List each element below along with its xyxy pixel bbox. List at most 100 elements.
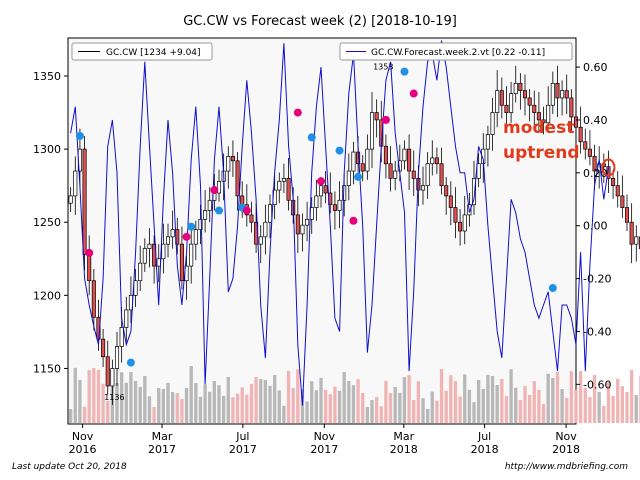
candle-body <box>550 82 555 106</box>
signal-dot-pink <box>182 232 191 241</box>
volume-bar <box>541 403 546 423</box>
last-update-label: Last update Oct 20, 2018 <box>12 462 127 472</box>
signal-dot-pink <box>409 89 418 98</box>
forecast-series-line <box>70 40 609 406</box>
volume-bar <box>268 385 272 423</box>
annotation-modest: modest <box>503 118 575 138</box>
candle-body <box>629 221 634 245</box>
plot-area <box>67 37 577 425</box>
candle-body <box>564 90 569 99</box>
volume-bar <box>310 381 314 423</box>
candle-body <box>114 346 120 369</box>
volume-bar <box>272 375 277 423</box>
volume-bar <box>263 380 268 423</box>
candle-body <box>277 180 282 191</box>
volume-bar <box>560 389 564 423</box>
candle-body <box>286 178 291 201</box>
volume-bar <box>412 400 416 423</box>
volume-bar <box>259 379 263 423</box>
volume-bar <box>300 389 305 423</box>
candle-body <box>490 112 495 135</box>
volume-bar <box>435 400 439 423</box>
candle-body <box>407 148 412 172</box>
legend-left-box <box>71 42 213 61</box>
candle-body <box>300 224 305 235</box>
volume-bar <box>226 377 230 423</box>
volume-bar <box>291 388 295 423</box>
candle-body <box>583 141 588 150</box>
volume-bar <box>235 393 240 423</box>
volume-bar <box>170 392 175 423</box>
candle-body <box>360 163 365 172</box>
volume-bar <box>124 382 128 423</box>
volume-bar <box>398 392 402 423</box>
volume-bar <box>166 383 170 423</box>
legend-left-label: GC.CW [1234 +9.04] <box>106 48 201 58</box>
candle-body <box>263 221 268 238</box>
volume-bar <box>467 389 472 423</box>
legend: GC.CW [1234 +9.04] GC.CW.Forecast.week.2.… <box>71 42 573 61</box>
signal-dot-blue <box>400 67 409 76</box>
candle-body <box>439 163 444 187</box>
volume-bar <box>425 409 430 423</box>
candle-body <box>318 185 324 197</box>
candle-body <box>615 185 620 197</box>
candle-body <box>430 157 435 165</box>
candle-body <box>147 243 152 249</box>
candle-body <box>374 112 379 121</box>
price-annotation: 1353 <box>373 63 393 72</box>
volume-bar <box>565 398 569 423</box>
volume-bars <box>68 366 640 423</box>
candle-body <box>82 148 87 255</box>
candle-body <box>124 309 129 328</box>
volume-bar <box>333 386 337 423</box>
volume-bar <box>495 385 499 423</box>
candle-body <box>365 148 370 172</box>
volume-bar <box>504 396 509 423</box>
candle-body <box>634 236 639 245</box>
right-tick-label: -0.40 <box>583 325 611 338</box>
candle-body <box>249 214 254 223</box>
signal-dots <box>75 67 557 367</box>
forecast-highlight-ellipse <box>601 158 616 177</box>
volume-bar <box>328 394 332 423</box>
volume-bar <box>82 406 87 423</box>
candle-body <box>434 157 439 165</box>
signal-dot-blue <box>75 131 84 140</box>
volume-bar <box>370 400 374 423</box>
volume-bar <box>537 390 541 423</box>
volume-bar <box>407 375 411 423</box>
volume-bar <box>616 378 620 423</box>
candle-body <box>573 116 579 128</box>
volume-bar <box>147 396 152 423</box>
volume-bar <box>175 393 179 423</box>
candle-body <box>453 207 458 223</box>
volume-bar <box>217 385 221 423</box>
volume-bar <box>592 375 597 423</box>
volume-bar <box>73 367 77 423</box>
volume-bar <box>161 389 166 423</box>
candle-body <box>203 210 208 220</box>
annotations: 1136 1353 <box>104 63 616 402</box>
candle-body <box>485 134 490 150</box>
volume-bar <box>472 402 476 423</box>
candle-body <box>235 160 240 197</box>
volume-bar <box>463 374 467 423</box>
volume-bar <box>532 381 536 423</box>
volume-bar <box>578 371 583 423</box>
candle-body <box>448 195 453 208</box>
volume-bar <box>514 387 518 423</box>
candle-body <box>513 82 518 94</box>
signal-dot-blue <box>307 133 316 142</box>
volume-bar <box>212 381 217 423</box>
candle-body <box>323 185 328 194</box>
volume-bar <box>342 372 346 423</box>
volume-bar <box>203 384 207 423</box>
volume-bar <box>449 375 453 423</box>
candle-body <box>532 104 537 113</box>
candle-body <box>569 97 574 118</box>
volume-bar <box>527 395 532 423</box>
candle-body <box>193 229 198 245</box>
volume-bar <box>444 390 448 423</box>
candle-body <box>142 248 147 264</box>
